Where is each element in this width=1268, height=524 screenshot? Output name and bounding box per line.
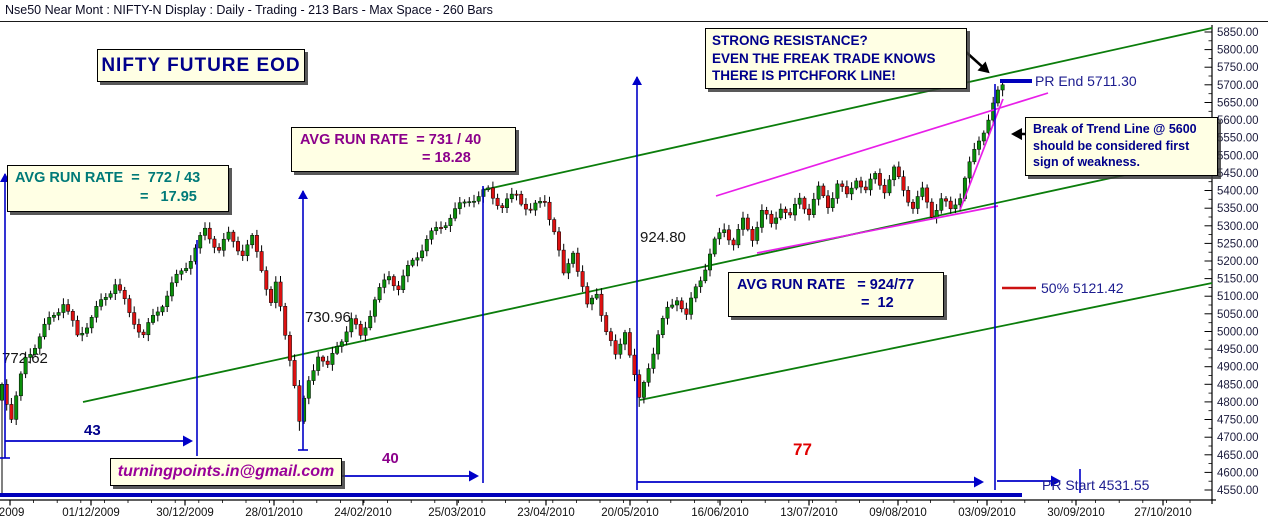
svg-text:5000.00: 5000.00 bbox=[1217, 327, 1259, 339]
break-note-line1: Break of Trend Line @ 5600 bbox=[1033, 122, 1197, 136]
pr-end-label[interactable]: PR End 5711.30 bbox=[1035, 73, 1137, 89]
svg-text:30/12/2009: 30/12/2009 bbox=[156, 507, 214, 519]
svg-text:4800.00: 4800.00 bbox=[1217, 397, 1259, 409]
resistance-note-line3: THERE IS PITCHFORK LINE! bbox=[712, 68, 896, 83]
svg-text:4650.00: 4650.00 bbox=[1217, 450, 1259, 462]
svg-text:5200.00: 5200.00 bbox=[1217, 256, 1259, 268]
svg-text:5500.00: 5500.00 bbox=[1217, 150, 1259, 162]
svg-text:28/01/2010: 28/01/2010 bbox=[245, 507, 303, 519]
svg-text:16/06/2010: 16/06/2010 bbox=[691, 507, 749, 519]
price-level-lines[interactable] bbox=[0, 79, 1036, 497]
resistance-note-box[interactable]: STRONG RESISTANCE? EVEN THE FREAK TRADE … bbox=[705, 28, 967, 89]
break-note-line2: should be considered first bbox=[1033, 138, 1190, 153]
svg-text:09/08/2010: 09/08/2010 bbox=[869, 507, 927, 519]
chart-title-box[interactable]: NIFTY FUTURE EOD bbox=[97, 49, 305, 82]
svg-text:5250.00: 5250.00 bbox=[1217, 238, 1259, 250]
svg-text:4850.00: 4850.00 bbox=[1217, 379, 1259, 391]
y-axis[interactable]: 4550.00 4600.00 4650.00 4700.00 4750.00 4800.… bbox=[1204, 25, 1259, 504]
svg-text:25/03/2010: 25/03/2010 bbox=[428, 507, 486, 519]
svg-text:13/07/2010: 13/07/2010 bbox=[780, 507, 838, 519]
svg-text:5150.00: 5150.00 bbox=[1217, 274, 1259, 286]
avg-run-rate-box-3[interactable]: AVG RUN RATE = 924/77 = 12 bbox=[728, 272, 944, 317]
rise-label-924[interactable]: 924.80 bbox=[640, 229, 686, 246]
measurement-arrows[interactable] bbox=[0, 76, 1081, 493]
email-text: turningpoints.in@gmail.com bbox=[117, 463, 335, 480]
rise-label-730[interactable]: 730.96 bbox=[305, 309, 351, 326]
svg-text:5800.00: 5800.00 bbox=[1217, 45, 1259, 57]
svg-text:5850.00: 5850.00 bbox=[1217, 27, 1259, 39]
x-axis[interactable]: /2009 01/12/2009 30/12/2009 28/01/2010 24/02… bbox=[0, 499, 1216, 519]
email-watermark-box[interactable]: turningpoints.in@gmail.com bbox=[110, 458, 342, 486]
avg-run-rate-2-line2: = 18.28 bbox=[422, 150, 471, 166]
bar-count-label-77[interactable]: 77 bbox=[793, 440, 812, 459]
svg-text:4750.00: 4750.00 bbox=[1217, 415, 1259, 427]
svg-text:23/04/2010: 23/04/2010 bbox=[517, 507, 575, 519]
pitchfork-channel-lines[interactable] bbox=[82, 27, 1213, 403]
candlesticks bbox=[0, 81, 1005, 495]
bar-count-label-43[interactable]: 43 bbox=[84, 422, 101, 439]
svg-text:20/05/2010: 20/05/2010 bbox=[601, 507, 659, 519]
svg-text:5550.00: 5550.00 bbox=[1217, 133, 1259, 145]
svg-text:5400.00: 5400.00 bbox=[1217, 186, 1259, 198]
svg-text:03/09/2010: 03/09/2010 bbox=[958, 507, 1016, 519]
svg-text:5650.00: 5650.00 bbox=[1217, 98, 1259, 110]
svg-text:4900.00: 4900.00 bbox=[1217, 362, 1259, 374]
chart-title-text: NIFTY FUTURE EOD bbox=[101, 55, 301, 76]
window-title-bar: Nse50 Near Mont : NIFTY-N Display : Dail… bbox=[0, 0, 1268, 22]
window-title-text: Nse50 Near Mont : NIFTY-N Display : Dail… bbox=[5, 3, 493, 17]
trendline-break-note-box[interactable]: Break of Trend Line @ 5600 should be con… bbox=[1025, 117, 1218, 176]
svg-text:4550.00: 4550.00 bbox=[1217, 485, 1259, 497]
avg-run-rate-box-1[interactable]: AVG RUN RATE = 772 / 43 = 17.95 bbox=[7, 165, 229, 212]
svg-text:5450.00: 5450.00 bbox=[1217, 168, 1259, 180]
fifty-pct-label[interactable]: 50% 5121.42 bbox=[1041, 280, 1124, 296]
avg-run-rate-2-line1: AVG RUN RATE = 731 / 40 bbox=[300, 132, 482, 148]
svg-text:5600.00: 5600.00 bbox=[1217, 115, 1259, 127]
avg-run-rate-3-line1: AVG RUN RATE = 924/77 bbox=[737, 277, 915, 293]
svg-text:4700.00: 4700.00 bbox=[1217, 432, 1259, 444]
svg-text:5050.00: 5050.00 bbox=[1217, 309, 1259, 321]
svg-text:5700.00: 5700.00 bbox=[1217, 80, 1259, 92]
svg-text:5100.00: 5100.00 bbox=[1217, 291, 1259, 303]
magenta-trend-lines[interactable] bbox=[715, 92, 1049, 254]
resistance-note-line1: STRONG RESISTANCE? bbox=[712, 33, 868, 48]
svg-text:24/02/2010: 24/02/2010 bbox=[334, 507, 392, 519]
svg-text:4950.00: 4950.00 bbox=[1217, 344, 1259, 356]
svg-text:5350.00: 5350.00 bbox=[1217, 203, 1259, 215]
pr-start-label[interactable]: PR Start 4531.55 bbox=[1042, 477, 1150, 493]
avg-run-rate-1-line2: = 17.95 bbox=[140, 189, 197, 205]
svg-text:5300.00: 5300.00 bbox=[1217, 221, 1259, 233]
bar-count-label-40[interactable]: 40 bbox=[382, 450, 399, 467]
resistance-note-line2: EVEN THE FREAK TRADE KNOWS bbox=[712, 50, 936, 66]
svg-text:5750.00: 5750.00 bbox=[1217, 62, 1259, 74]
avg-run-rate-box-2[interactable]: AVG RUN RATE = 731 / 40 = 18.28 bbox=[291, 127, 516, 172]
svg-text:27/10/2010: 27/10/2010 bbox=[1134, 507, 1192, 519]
svg-text:4600.00: 4600.00 bbox=[1217, 467, 1259, 479]
svg-text:/2009: /2009 bbox=[0, 507, 24, 519]
avg-run-rate-1-line1: AVG RUN RATE = 772 / 43 bbox=[15, 170, 201, 186]
break-note-line3: sign of weakness. bbox=[1033, 155, 1140, 169]
svg-text:30/09/2010: 30/09/2010 bbox=[1047, 507, 1105, 519]
avg-run-rate-3-line2: = 12 bbox=[861, 295, 894, 311]
svg-text:01/12/2009: 01/12/2009 bbox=[62, 507, 120, 519]
